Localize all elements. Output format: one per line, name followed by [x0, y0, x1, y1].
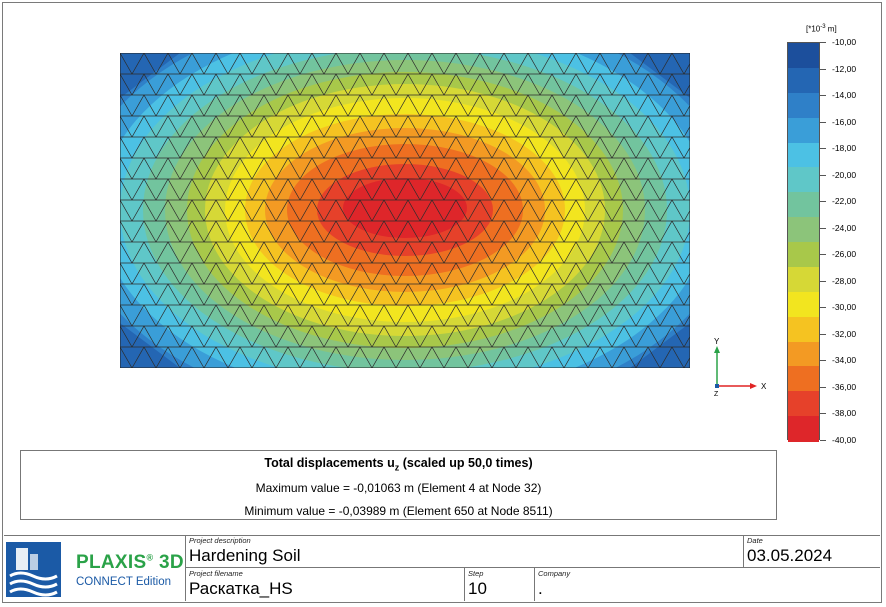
brand-edition: CONNECT Edition	[76, 576, 172, 588]
legend-label: -18,00	[832, 143, 857, 154]
legend-swatch	[788, 167, 819, 193]
legend-tick	[820, 386, 826, 388]
y-axis-label: Y	[714, 338, 720, 346]
company-caption: Company	[538, 569, 571, 578]
contour-plot	[120, 53, 690, 368]
legend-label: -30,00	[832, 302, 857, 313]
company-cell: Company .	[534, 568, 880, 601]
legend-label: -28,00	[832, 275, 857, 286]
legend-tick	[820, 333, 826, 335]
plaxis-logo-icon	[6, 542, 61, 597]
legend-label: -26,00	[832, 249, 857, 260]
project-description-cell: Project description Hardening Soil	[185, 535, 743, 568]
legend-label: -24,00	[832, 222, 857, 233]
legend-swatch	[788, 316, 819, 342]
legend-tick	[820, 440, 826, 441]
legend-swatch	[788, 142, 819, 168]
legend-swatch	[788, 192, 819, 218]
title-block	[4, 535, 880, 602]
legend-color-bar	[787, 42, 820, 442]
legend-tick	[820, 227, 826, 229]
legend-swatch	[788, 92, 819, 119]
z-axis-marker	[715, 384, 719, 388]
legend-unit: [*10-3 m]	[806, 24, 837, 34]
x-axis-label: X	[761, 382, 767, 391]
step-cell: Step 10	[464, 568, 534, 601]
result-info-box: Total displacements uz (scaled up 50,0 t…	[20, 450, 777, 520]
legend-swatch	[788, 43, 819, 69]
step-caption: Step	[468, 569, 484, 578]
legend-label: -10,00	[832, 37, 857, 47]
legend-swatch	[788, 266, 819, 293]
project-filename-cell: Project filename Раскатка_HS	[185, 568, 464, 601]
y-axis-arrow-icon	[714, 346, 720, 353]
legend-tick	[820, 201, 826, 203]
legend-label: -16,00	[832, 116, 857, 127]
legend-swatch	[788, 291, 819, 318]
min-value-line: Minimum value = -0,03989 m (Element 650 …	[244, 504, 553, 518]
legend-label: -32,00	[832, 328, 857, 339]
date-caption: Date	[747, 536, 763, 545]
project-filename-value: Раскатка_HS	[189, 579, 293, 598]
legend-label: -22,00	[832, 196, 857, 207]
legend-tick	[820, 95, 826, 97]
legend-swatch	[788, 341, 819, 367]
legend-swatch	[788, 242, 819, 268]
mesh-overlay	[120, 53, 690, 368]
z-axis-label: Z	[714, 391, 719, 398]
legend-swatch	[788, 217, 819, 243]
legend-tick	[820, 68, 826, 70]
date-cell: Date 03.05.2024	[743, 535, 880, 568]
legend-label: -12,00	[832, 63, 857, 74]
legend-label: -36,00	[832, 381, 857, 392]
company-value: .	[538, 579, 543, 598]
legend-swatch	[788, 67, 819, 94]
legend-label: -38,00	[832, 408, 857, 419]
legend-swatch	[788, 366, 819, 392]
legend-tick	[820, 174, 826, 176]
project-filename-caption: Project filename	[189, 569, 243, 578]
project-description-caption: Project description	[189, 536, 251, 545]
legend-swatch	[788, 416, 819, 442]
x-axis-arrow-icon	[750, 383, 757, 389]
project-description-value: Hardening Soil	[189, 546, 301, 565]
legend-swatch	[788, 117, 819, 143]
legend-swatch	[788, 391, 819, 417]
legend-tick	[820, 307, 826, 309]
legend-label: -34,00	[832, 355, 857, 366]
date-value: 03.05.2024	[747, 546, 833, 565]
legend-tick	[820, 148, 826, 150]
brand-name: PLAXIS® 3D	[76, 552, 184, 573]
legend-label: -40,00	[832, 435, 857, 445]
result-title: Total displacements uz (scaled up 50,0 t…	[264, 456, 533, 473]
legend-tick	[820, 42, 826, 43]
legend-tick	[820, 360, 826, 362]
legend-tick	[820, 280, 826, 282]
step-value: 10	[468, 579, 487, 598]
legend-tick	[820, 413, 826, 415]
legend-label: -14,00	[832, 90, 857, 101]
max-value-line: Maximum value = -0,01063 m (Element 4 at…	[255, 481, 542, 495]
legend-tick	[820, 254, 826, 256]
axes-triad: Y X Z	[714, 338, 767, 398]
legend-tick	[820, 121, 826, 123]
legend-label: -20,00	[832, 169, 857, 180]
